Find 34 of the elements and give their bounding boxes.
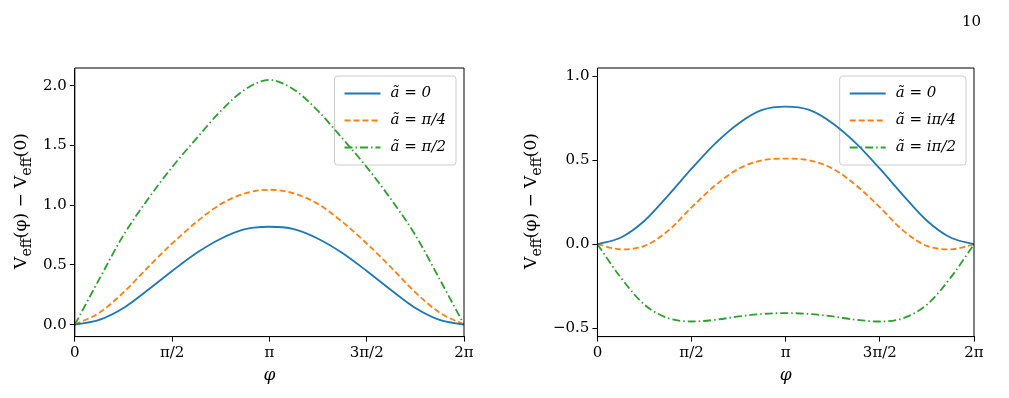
line-series xyxy=(74,79,464,326)
x-tick-label: 2π xyxy=(454,343,474,362)
legend-label: ã = π/2 xyxy=(390,137,447,156)
y-tick-label: 0.0 xyxy=(43,314,67,333)
x-axis-title: φ xyxy=(779,364,792,385)
line-series xyxy=(597,243,974,323)
x-tick-label: 3π/2 xyxy=(862,343,897,362)
legend-label: ã = π/4 xyxy=(390,110,447,129)
y-tick-label: 1.5 xyxy=(43,135,67,154)
x-tick-label: π/2 xyxy=(159,343,185,362)
legend-label: ã = iπ/2 xyxy=(895,137,957,156)
y-tick-label: 0.5 xyxy=(43,254,67,273)
x-tick-label: π xyxy=(264,343,275,362)
line-series xyxy=(597,157,974,251)
x-tick-label: 0 xyxy=(70,343,80,362)
x-axis-title: φ xyxy=(263,364,276,385)
x-tick-label: π xyxy=(780,343,791,362)
y-tick-label: 2.0 xyxy=(43,75,67,94)
legend-label: ã = 0 xyxy=(390,83,432,102)
line-series xyxy=(74,225,464,326)
x-tick-label: 3π/2 xyxy=(349,343,384,362)
text: 10 xyxy=(961,12,981,30)
y-tick-label: 1.0 xyxy=(565,66,590,85)
x-tick-label: π/2 xyxy=(679,343,704,362)
y-tick-label: 0.0 xyxy=(565,234,590,253)
y-tick-label: 0.5 xyxy=(565,150,590,169)
legend-label: ã = iπ/4 xyxy=(895,110,957,129)
legend-label: ã = 0 xyxy=(895,83,937,102)
x-tick-label: 0 xyxy=(592,343,603,362)
line-series xyxy=(597,105,974,246)
x-tick-label: 2π xyxy=(964,343,984,362)
y-tick-label: 1.0 xyxy=(43,195,67,214)
line-series xyxy=(74,188,464,326)
y-tick-label: −0.5 xyxy=(552,318,590,337)
